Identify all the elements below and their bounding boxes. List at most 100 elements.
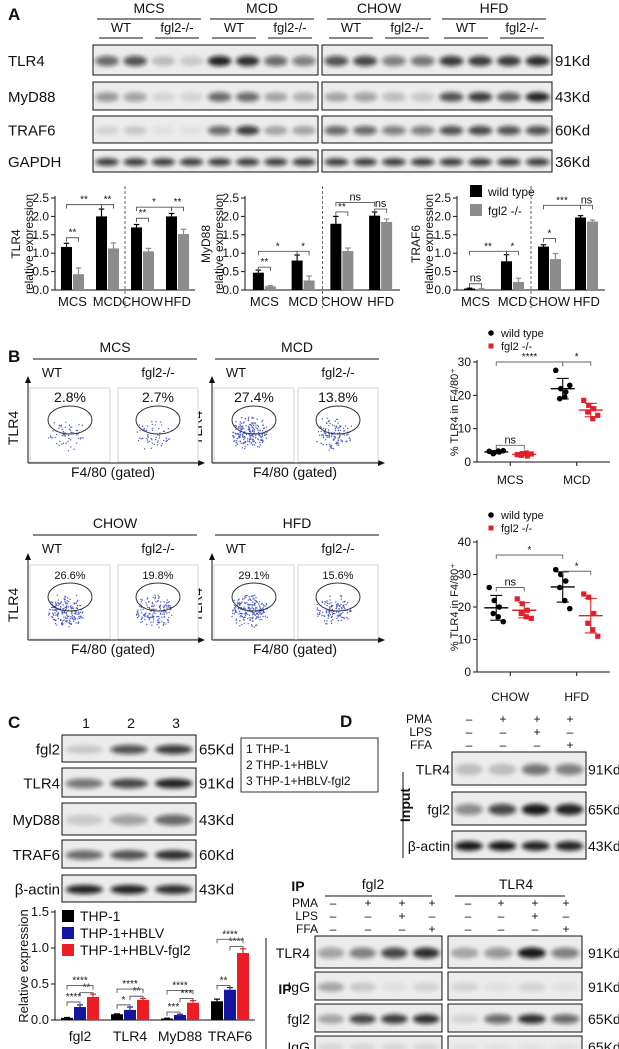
bar (575, 217, 586, 290)
protein-band (353, 125, 378, 136)
flow-event-dot (166, 612, 168, 614)
flow-event-dot (67, 600, 70, 603)
protein-band (324, 125, 349, 136)
significance-label: * (575, 561, 579, 572)
protein-band (154, 814, 193, 826)
bar (303, 280, 315, 290)
panel-letter-a: A (8, 5, 20, 24)
flow-event-dot (71, 617, 73, 620)
protein-band (496, 158, 521, 166)
flow-event-dot (146, 606, 149, 608)
protein-band (353, 92, 378, 102)
protein-band (349, 947, 376, 959)
flow-event-dot (141, 617, 143, 619)
flow-cytometry-plot (213, 564, 295, 640)
flow-event-dot (137, 613, 139, 616)
flow-event-dot (48, 612, 50, 614)
flow-cytometry-plot (297, 564, 379, 640)
flow-event-dot (235, 425, 238, 427)
flow-event-dot (326, 600, 328, 602)
flow-event-dot (57, 602, 60, 605)
treatment-label: LPS (409, 725, 432, 739)
flow-event-dot (333, 438, 335, 440)
flow-event-dot (68, 424, 71, 426)
data-point (591, 406, 597, 412)
flow-event-dot (237, 432, 239, 435)
treatment-sign: – (465, 909, 472, 923)
flow-event-dot (232, 609, 234, 611)
flow-event-dot (154, 438, 157, 441)
flow-event-dot (256, 418, 258, 420)
treatment-sign: + (398, 896, 405, 910)
flow-event-dot (316, 613, 319, 615)
protein-band (123, 158, 147, 166)
protein-band (439, 92, 464, 102)
legend-swatch (470, 204, 482, 216)
lane-legend-item: 2 THP-1+HBLV (246, 758, 328, 772)
flow-event-dot (155, 600, 157, 603)
treatment-label: PMA (292, 896, 318, 910)
flow-event-dot (157, 619, 160, 622)
data-point (595, 633, 601, 639)
bar (252, 272, 264, 290)
flow-event-dot (259, 612, 261, 614)
flow-event-dot (249, 609, 251, 611)
significance-label: **** (522, 352, 538, 363)
flow-event-dot (147, 433, 149, 436)
flow-event-dot (168, 601, 170, 603)
western-blot-c-4 (61, 874, 197, 903)
flow-event-dot (323, 615, 325, 617)
flow-event-dot (157, 594, 159, 597)
flow-event-dot (321, 418, 324, 420)
flow-event-dot (251, 416, 253, 418)
flow-event-dot (246, 602, 248, 604)
flow-event-dot (318, 612, 321, 614)
flow-cytometry-plot (117, 387, 199, 463)
protein-band (292, 125, 316, 136)
flow-event-dot (249, 607, 251, 609)
x-category-label: HFD (367, 294, 394, 309)
flow-event-dot (247, 443, 249, 446)
flow-event-dot (158, 434, 161, 437)
flow-event-dot (328, 420, 331, 422)
protein-band (525, 92, 550, 102)
treatment-label: FFA (296, 922, 318, 936)
y-tick-label: 30 (458, 568, 472, 582)
protein-band (412, 1043, 440, 1049)
flow-event-dot (336, 442, 338, 445)
flow-event-dot (244, 607, 246, 610)
treatment-sign: – (563, 909, 570, 923)
flow-event-dot (152, 621, 155, 623)
flow-event-dot (71, 612, 73, 614)
treatment-sign: + (533, 712, 540, 726)
y-tick-label: 10 (458, 633, 472, 647)
flow-event-dot (321, 611, 324, 614)
flow-event-dot (233, 599, 235, 602)
flow-event-dot (63, 598, 65, 600)
x-category-label: CHOW (321, 294, 363, 309)
flow-event-dot (259, 439, 262, 441)
y-tick-label: 1.5 (31, 904, 49, 919)
x-category-label: CHOW (529, 294, 571, 309)
flow-event-dot (56, 624, 58, 626)
flow-event-dot (250, 442, 252, 445)
data-point (566, 382, 573, 389)
flow-event-dot (260, 603, 263, 606)
ip-side-label: IP (278, 981, 291, 997)
flow-event-dot (146, 425, 149, 427)
protein-band (551, 947, 580, 959)
significance-bracket (136, 217, 149, 223)
flow-event-dot (62, 431, 65, 433)
y-tick-label: 2.0 (32, 209, 49, 223)
flow-event-dot (54, 622, 57, 625)
flow-event-dot (316, 603, 318, 606)
bar (161, 1018, 173, 1020)
western-blot-ip-fgl2-1 (314, 971, 443, 1001)
protein-band (207, 125, 232, 136)
protein-band (151, 125, 176, 136)
treatment-sign: + (566, 712, 573, 726)
flow-event-dot (75, 594, 78, 597)
flow-event-dot (151, 427, 154, 429)
ip-target-label: TLR4 (499, 876, 533, 892)
flow-event-dot (241, 623, 243, 626)
